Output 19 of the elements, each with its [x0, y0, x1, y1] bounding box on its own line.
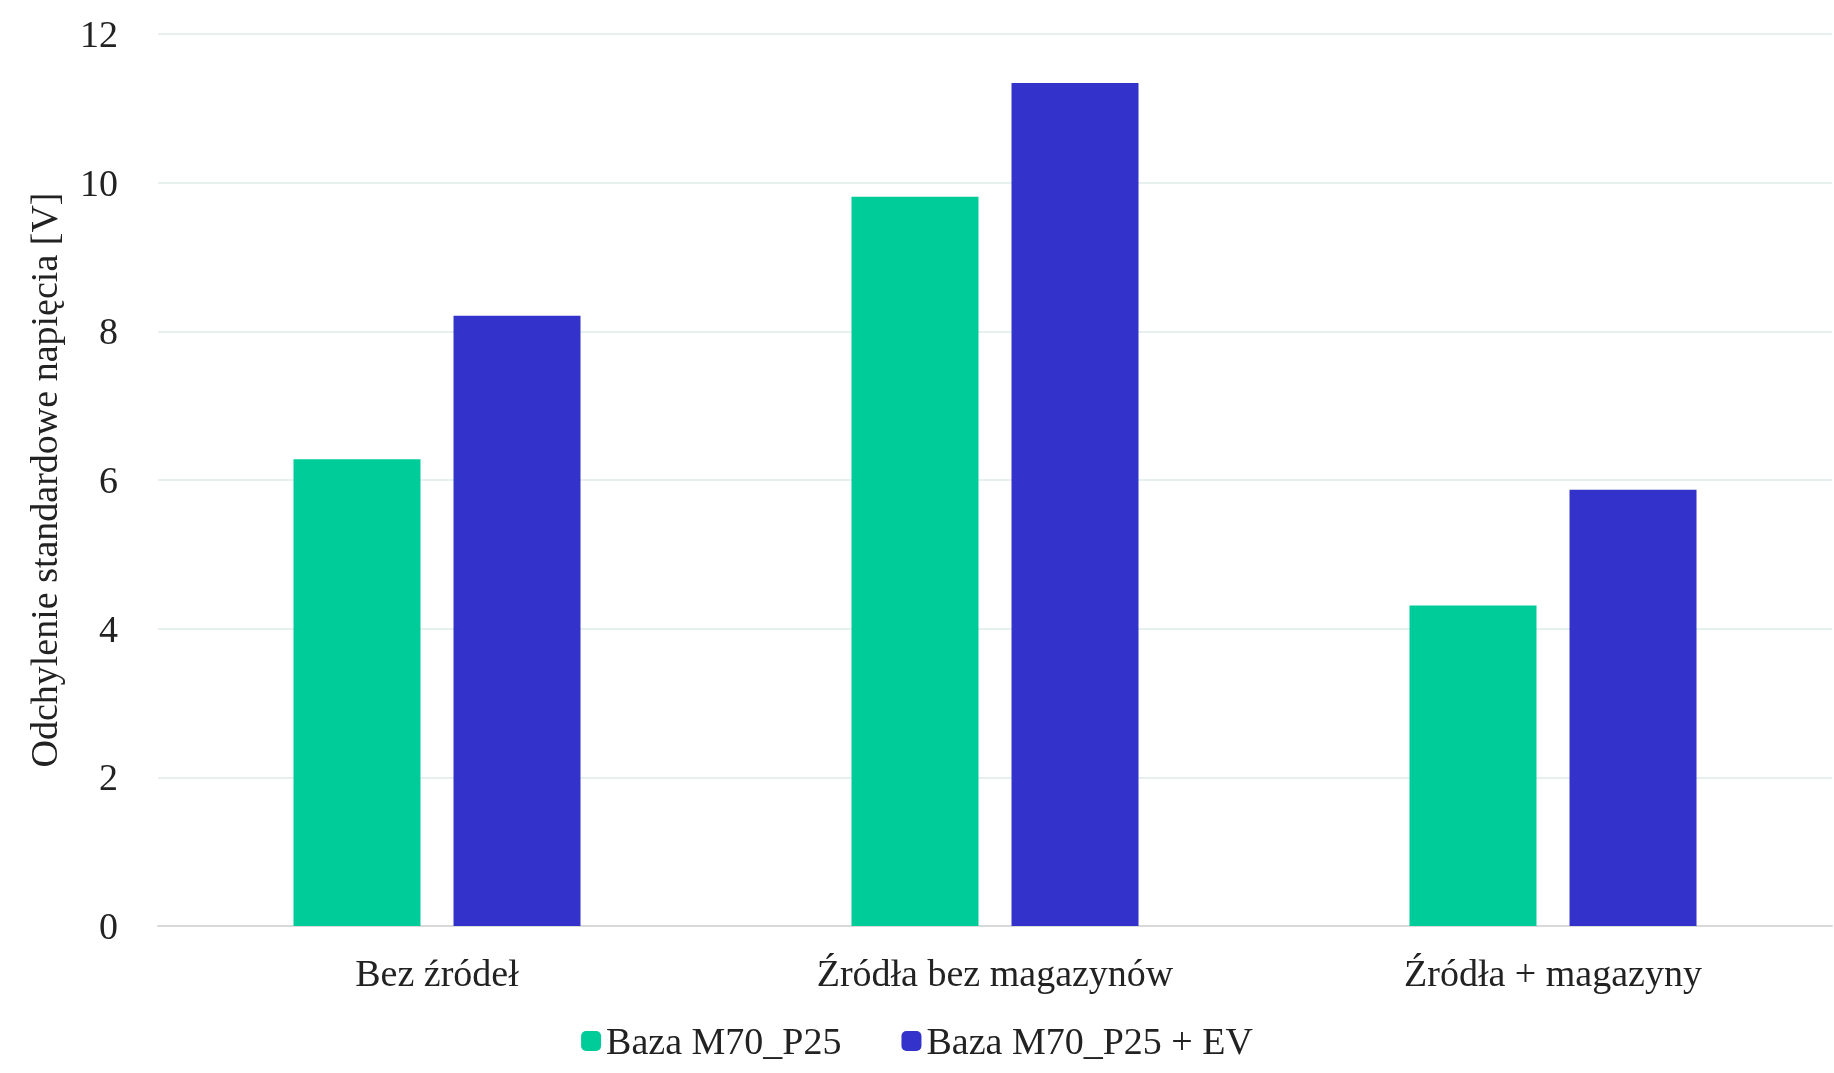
y-tick-label: 2	[99, 756, 118, 799]
y-tick-label: 4	[99, 607, 118, 650]
bar	[1011, 83, 1139, 926]
x-tick-label: Źródła + magazyny	[1404, 952, 1702, 994]
y-tick-label: 10	[80, 161, 118, 204]
bar	[851, 196, 979, 926]
bar	[453, 315, 581, 926]
x-tick-label: Źródła bez magazynów	[816, 952, 1174, 994]
bar	[1569, 489, 1697, 926]
legend-label: Baza M70_P25	[606, 1020, 842, 1062]
x-tick-label: Bez źródeł	[355, 952, 520, 994]
y-tick-label: 6	[99, 459, 118, 501]
legend-label: Baza M70_P25 + EV	[926, 1020, 1254, 1062]
bar	[293, 459, 421, 926]
y-tick-label: 8	[99, 310, 118, 353]
y-axis-title: Odchylenie standardowe napięcia [V]	[23, 192, 65, 768]
y-tick-label: 0	[99, 905, 118, 947]
bar	[1409, 605, 1537, 926]
y-tick-label: 12	[80, 13, 118, 55]
